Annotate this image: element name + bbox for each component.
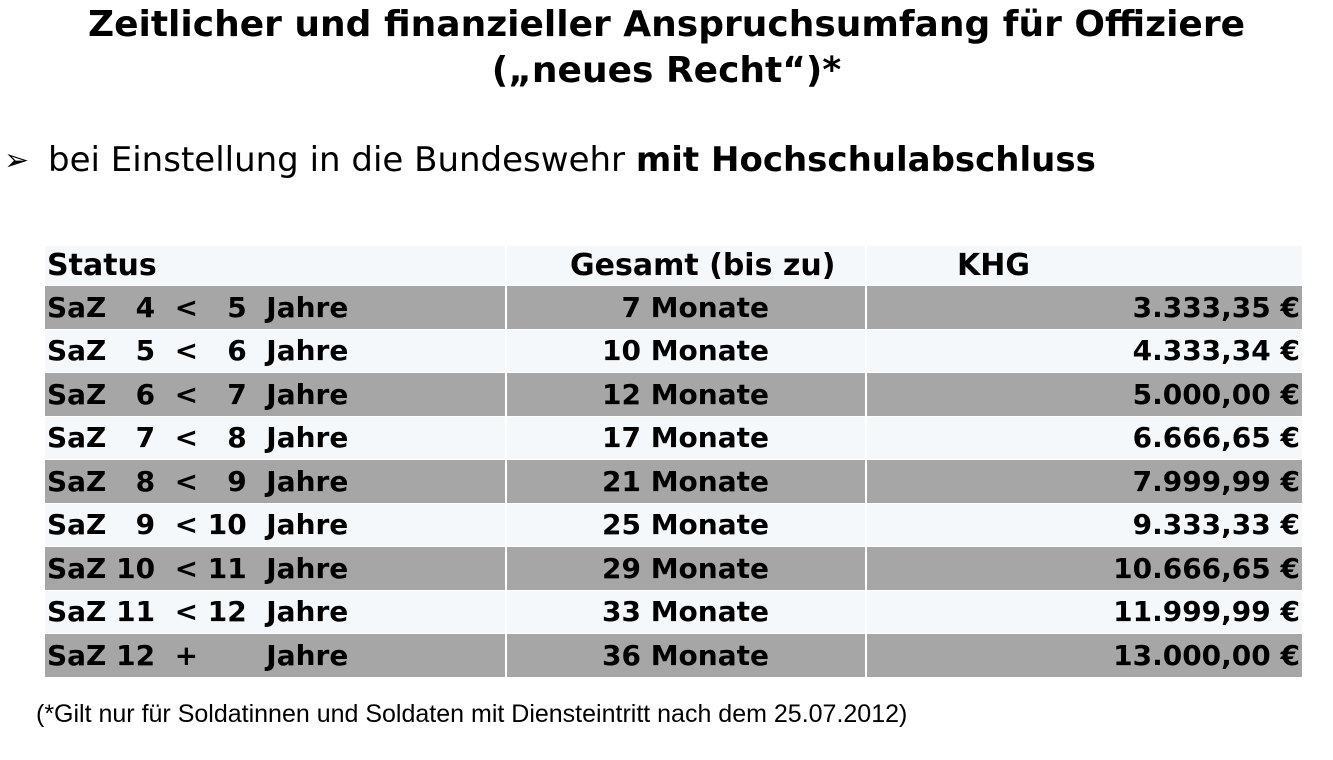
arrow-bullet-icon: ➢ [4,142,30,178]
total-cell: 12 Monate [507,373,867,416]
total-cell: 29 Monate [507,547,867,590]
status-cell: SaZ 11 < 12 Jahre [45,590,507,633]
footnote: (*Gilt nur für Soldatinnen und Soldaten … [36,700,908,728]
table-row: SaZ 10 < 11 Jahre 29 Monate 10.666,65 € [45,547,1302,591]
table-row: SaZ 8 < 9 Jahre 21 Monate 7.999,99 € [45,460,1302,504]
khg-cell: 10.666,65 € [1113,551,1300,585]
table-row: SaZ 9 < 10 Jahre 25 Monate 9.333,33 € [45,503,1302,547]
status-cell: SaZ 7 < 8 Jahre [45,416,507,459]
table-row: SaZ 11 < 12 Jahre 33 Monate 11.999,99 € [45,590,1302,634]
table-row: SaZ 5 < 6 Jahre 10 Monate 4.333,34 € [45,329,1302,373]
title-line-2: („neues Recht“)* [491,50,842,91]
khg-cell: 11.999,99 € [1113,595,1300,629]
khg-cell: 7.999,99 € [1132,464,1300,498]
title-line-1: Zeitlicher und finanzieller Anspruchsumf… [87,4,1245,45]
page-title: Zeitlicher und finanzieller Anspruchsumf… [0,2,1333,94]
total-cell: 17 Monate [507,416,867,459]
status-cell: SaZ 9 < 10 Jahre [45,503,507,546]
total-cell: 25 Monate [507,503,867,546]
khg-cell: 13.000,00 € [1113,638,1300,672]
status-cell: SaZ 12 + Jahre [45,634,507,677]
total-cell: 33 Monate [507,590,867,633]
table-row: SaZ 7 < 8 Jahre 17 Monate 6.666,65 € [45,416,1302,460]
header-khg: KHG [957,248,1030,283]
status-cell: SaZ 6 < 7 Jahre [45,373,507,416]
khg-cell: 6.666,65 € [1132,421,1300,455]
khg-cell: 3.333,35 € [1132,290,1300,324]
khg-cell: 9.333,33 € [1132,508,1300,542]
header-status: Status [45,246,507,285]
khg-cell: 5.000,00 € [1132,377,1300,411]
table-row: SaZ 12 + Jahre 36 Monate 13.000,00 € [45,634,1302,678]
bullet-text-bold: mit Hochschulabschluss [635,140,1096,180]
khg-cell: 4.333,34 € [1132,334,1300,368]
total-cell: 21 Monate [507,460,867,503]
status-cell: SaZ 8 < 9 Jahre [45,460,507,503]
status-cell: SaZ 5 < 6 Jahre [45,329,507,372]
entitlement-table: Status Gesamt (bis zu) KHG SaZ 4 < 5 Jah… [45,246,1302,678]
status-cell: SaZ 10 < 11 Jahre [45,547,507,590]
table-header-row: Status Gesamt (bis zu) KHG [45,246,1302,286]
total-cell: 36 Monate [507,634,867,677]
bullet-point: ➢ bei Einstellung in die Bundeswehr mit … [4,138,1096,182]
status-cell: SaZ 4 < 5 Jahre [45,286,507,329]
bullet-text-regular: bei Einstellung in die Bundeswehr [48,140,636,180]
total-cell: 10 Monate [507,329,867,372]
table-row: SaZ 6 < 7 Jahre 12 Monate 5.000,00 € [45,373,1302,417]
total-cell: 7 Monate [507,286,867,329]
table-row: SaZ 4 < 5 Jahre 7 Monate 3.333,35 € [45,286,1302,330]
header-total: Gesamt (bis zu) [507,246,867,285]
bullet-text: bei Einstellung in die Bundeswehr mit Ho… [48,140,1096,180]
